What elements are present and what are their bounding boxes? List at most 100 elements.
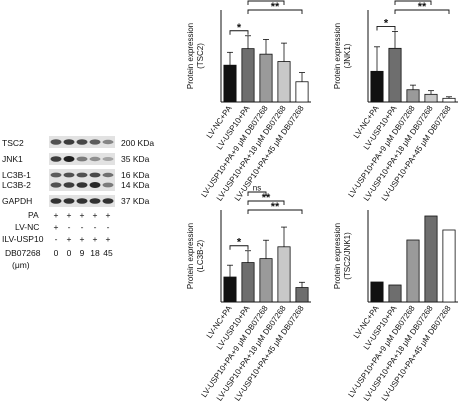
blot-size-gapdh: 37 KDa <box>121 196 150 206</box>
significance-bracket <box>394 9 450 14</box>
bar <box>295 81 309 103</box>
band-jnk1-1 <box>50 156 62 162</box>
band-lc3b2-5 <box>102 182 114 188</box>
band-lc3b1-4 <box>89 172 101 178</box>
chart-tsc2: Protein expression(TSC2)*nsns**LV-NC+PAL… <box>186 0 311 203</box>
y-axis-label: (TSC2/JNK1) <box>343 232 352 280</box>
treatment-mark: + <box>80 210 85 220</box>
chart-tsc2-jnk1-ratio: Protein expression (TSC2/JNK1)LV-NC+PALV-… <box>333 210 458 403</box>
treatment-mark: - <box>94 222 97 232</box>
band-tsc2-1 <box>50 139 62 145</box>
blot-size-jnk1: 35 KDa <box>121 154 150 164</box>
treatment-mark: - <box>81 222 84 232</box>
bar <box>388 284 402 303</box>
treatment-mark: 0 <box>54 248 59 258</box>
y-axis-label: (LC3B-2) <box>196 239 205 272</box>
y-axis-label: Protein expression <box>333 23 342 89</box>
bar <box>406 239 420 303</box>
bar <box>259 258 273 303</box>
treatment-mark: + <box>93 210 98 220</box>
band-tsc2-4 <box>89 139 101 145</box>
bar <box>424 93 438 103</box>
significance-bracket <box>247 9 303 14</box>
band-gapdh-2 <box>63 198 75 204</box>
treatment-mark: 18 <box>90 248 100 258</box>
band-lc3b2-4 <box>89 182 101 188</box>
significance-label: ** <box>409 0 418 4</box>
bar <box>424 215 438 303</box>
blot-label-tsc2: TSC2 <box>2 138 24 148</box>
blot-label-lc3b2: LC3B-2 <box>2 180 31 190</box>
bar <box>277 246 291 303</box>
bar <box>223 64 237 103</box>
treatment-marks-lvnc: + - - - - <box>54 222 110 232</box>
blot-size-tsc2: 200 KDa <box>121 138 154 148</box>
band-gapdh-4 <box>89 198 101 204</box>
band-lc3b1-1 <box>50 172 62 178</box>
treatment-mark: + <box>54 222 59 232</box>
blot-label-lc3b1: LC3B-1 <box>2 170 31 180</box>
blot-size-labels: 200 KDa 35 KDa 16 KDa 14 KDa 37 KDa <box>121 138 154 206</box>
treatment-table: PA LV-NC ILV-USP10 DB07268 (μm) + + + + … <box>2 210 113 270</box>
treatment-mark: 0 <box>67 248 72 258</box>
blot-strips <box>49 136 115 207</box>
bar <box>370 70 384 103</box>
chart-lc3b2: Protein expression (LC3B-2) *ns****LV-NC+P… <box>186 184 311 403</box>
band-tsc2-5 <box>102 139 114 145</box>
bar <box>277 61 291 103</box>
treatment-mark: - <box>68 222 71 232</box>
blot-label-gapdh: GAPDH <box>2 196 32 206</box>
band-gapdh-3 <box>76 198 88 204</box>
significance-label: * <box>237 237 242 249</box>
significance-label: ** <box>271 201 280 213</box>
band-lc3b2-3 <box>76 182 88 188</box>
significance-bracket <box>247 0 285 5</box>
significance-label: * <box>384 17 389 29</box>
y-axis-label: (JNK1) <box>343 43 352 68</box>
treatment-mark: 45 <box>103 248 113 258</box>
y-axis-label: Protein expression <box>333 223 342 289</box>
treatment-marks-pa: + + + + + <box>54 210 111 220</box>
band-lc3b1-5 <box>102 172 114 178</box>
bar <box>370 281 384 303</box>
treatment-label-lvusp10: ILV-USP10 <box>2 234 44 244</box>
band-lc3b2-1 <box>50 182 62 188</box>
significance-bracket <box>229 245 249 250</box>
treatment-mark: 9 <box>80 248 85 258</box>
significance-bracket <box>229 30 249 35</box>
y-axis-label: Protein expression <box>186 23 195 89</box>
treatment-label-db07268: DB07268 <box>5 248 41 258</box>
treatment-unit-label: (μm) <box>12 260 30 270</box>
treatment-mark: + <box>106 210 111 220</box>
bar <box>388 47 402 103</box>
band-gapdh-1 <box>50 198 62 204</box>
band-tsc2-3 <box>76 139 88 145</box>
y-axis-label: Protein expression <box>186 223 195 289</box>
treatment-mark: + <box>93 234 98 244</box>
significance-bracket <box>247 200 285 205</box>
bar <box>442 229 456 303</box>
chart-jnk1: Protein expression(JNK1)*******LV-NC+PAL… <box>333 0 458 203</box>
y-axis-label: (TSC2) <box>196 43 205 69</box>
bar <box>223 276 237 303</box>
band-jnk1-2 <box>63 156 75 162</box>
significance-bracket <box>376 26 396 31</box>
significance-label: ** <box>271 1 280 13</box>
treatment-mark: - <box>55 234 58 244</box>
significance-bracket <box>394 0 432 5</box>
bar <box>259 53 273 103</box>
band-lc3b1-3 <box>76 172 88 178</box>
significance-label: ns <box>262 0 270 2</box>
band-lc3b2-2 <box>63 182 75 188</box>
bar <box>241 262 255 303</box>
western-blot-panel: TSC2 JNK1 LC3B-1 LC3B-2 GAPDH <box>2 136 154 270</box>
bar <box>295 287 309 303</box>
significance-label: * <box>237 22 242 34</box>
band-tsc2-2 <box>63 139 75 145</box>
band-lc3b1-2 <box>63 172 75 178</box>
treatment-mark: + <box>67 234 72 244</box>
significance-bracket <box>247 191 267 196</box>
blot-label-jnk1: JNK1 <box>2 154 23 164</box>
blot-bands <box>50 139 114 204</box>
